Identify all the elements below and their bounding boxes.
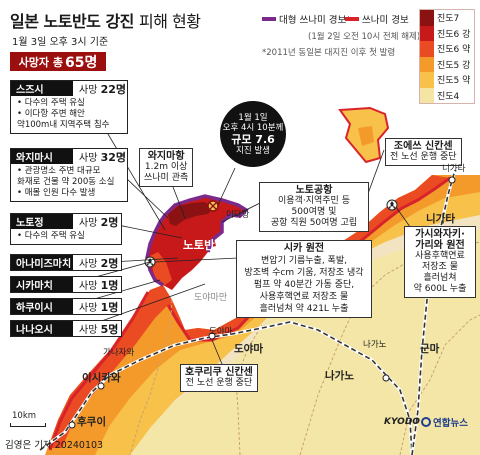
- town-nanao: 나나오시 사망 5명: [10, 320, 122, 337]
- town-detail: • 다수의 주택 유실: [17, 231, 85, 241]
- town-detail: • 매몰 인원 다수 발생: [17, 188, 96, 198]
- town-detail: • 이다항 주변 해안: [17, 109, 85, 119]
- label-niigata-city: 니가타: [442, 164, 466, 174]
- legend-note-lifted: (1월 2일 오전 10시 전체 해제): [308, 32, 421, 42]
- label-gunma: 군마: [420, 343, 440, 355]
- town-detail: 화재로 건물 약 200동 소실: [17, 177, 115, 187]
- town-wajima: 와지마시 사망 32명 • 관광명소 주변 대규모 화재로 건물 약 200동 소…: [10, 148, 128, 202]
- intensity-row: 진도5 약: [420, 72, 474, 88]
- label-nagano-pref: 나가노: [325, 370, 354, 382]
- callout-kashiwazaki-plant: 가시와자키· 가리와 원전 사용후핵연료 저장조 물 흘러넘쳐 약 600L 누…: [404, 226, 476, 298]
- town-suzu: 스즈시 사망 22명 • 다수의 주택 유실 • 이다항 주변 해안 약100m내…: [10, 80, 128, 134]
- callout-joetsu-shinkansen: 조에쓰 신칸센 전 노선 운행 중단: [385, 138, 462, 166]
- legend-tsunami-warning: 쓰나미 경보: [345, 12, 409, 26]
- credit-line: 김영은 기자 20240103: [5, 440, 104, 451]
- label-niigata-pref: 니가타: [426, 213, 455, 225]
- scale-label: 10km: [12, 411, 37, 421]
- callout-title: 호쿠리쿠 신칸센: [185, 367, 253, 378]
- town-deaths: 22명: [100, 82, 127, 96]
- callout-title: 조에쓰 신칸센: [393, 141, 453, 152]
- label-toyama-pref: 도야마: [234, 343, 263, 355]
- legend-tsunami-major: 대형 쓰나미 경보*: [262, 12, 351, 26]
- earthquake-badge: 1월 1일 오후 4시 10분께 규모 7.6 지진 발생: [220, 101, 286, 167]
- legend-tsunami-warning-label: 쓰나미 경보: [362, 15, 409, 26]
- label-noto-peninsula: 노토반도: [183, 238, 226, 252]
- intensity-legend: 진도7 진도6 강 진도6 약 진도5 강 진도5 약 진도4: [419, 9, 475, 104]
- callout-title: 노토공항: [295, 185, 333, 196]
- intensity-row: 진도4: [420, 87, 474, 103]
- town-name: 아나미즈마치: [11, 255, 73, 270]
- callout-title: 시카 원전: [283, 243, 325, 254]
- intensity-band-5strong: [45, 175, 480, 455]
- quake-magnitude: 규모 7.6: [231, 132, 275, 146]
- page-title: 일본 노토반도 강진 피해 현황: [10, 8, 201, 32]
- yonhap-logo: 연합뉴스: [421, 415, 468, 429]
- town-deaths: 1명: [100, 278, 119, 292]
- label-kanazawa: 가나자와: [103, 348, 135, 358]
- legend-tsunami-major-label: 대형 쓰나미 경보*: [279, 15, 351, 26]
- label-toyama-bay: 도야마만: [194, 293, 228, 303]
- town-detail: 약100m내 지역주택 침수: [17, 120, 110, 130]
- town-name: 스즈시: [11, 81, 73, 96]
- intensity-band-4: [120, 230, 480, 455]
- town-name: 하쿠이시: [11, 299, 73, 314]
- town-detail: • 다수의 주택 유실: [17, 98, 85, 108]
- label-fukui: 후쿠이: [77, 416, 106, 428]
- label-ishikawa: 이시카와: [82, 372, 121, 384]
- town-name: 시카마치: [11, 277, 73, 292]
- callout-title: 가시와자키·: [415, 229, 465, 240]
- label-ida-port: 이다항: [226, 210, 250, 220]
- town-name: 노토정: [11, 214, 73, 229]
- label-nagano-city: 나가노: [363, 340, 387, 350]
- intensity-row: 진도6 약: [420, 41, 474, 57]
- town-deaths: 2명: [100, 215, 119, 229]
- callout-noto-airport: 노토공항 이용객·지역주민 등 500여명 및 공항 직원 50여명 고립: [259, 182, 369, 232]
- intensity-row: 진도7: [420, 10, 474, 26]
- callout-title: 와지마항: [147, 151, 185, 162]
- nuclear-icon-kashiwazaki: [386, 199, 398, 211]
- town-noto: 노토정 사망 2명 • 다수의 주택 유실: [10, 213, 122, 245]
- legend-footnote: *2011년 동일본 대지진 이후 첫 발령: [262, 48, 396, 58]
- town-deaths: 2명: [100, 256, 119, 270]
- town-deaths: 1명: [100, 300, 119, 314]
- callout-hokuriku-shinkansen: 호쿠리쿠 신칸센 전 노선 운행 중단: [180, 364, 258, 392]
- callout-wajima-port: 와지마항 1.2m 이상 쓰나미 관측: [139, 148, 194, 187]
- intensity-row: 진도6 강: [420, 25, 474, 41]
- town-anamizu: 아나미즈마치 사망 2명: [10, 254, 122, 271]
- label-toyama-city: 도야마: [209, 327, 233, 337]
- town-deaths: 5명: [100, 322, 119, 336]
- quake-date: 1월 1일: [238, 112, 268, 123]
- death-total-label: 사망자 총: [18, 55, 63, 69]
- title-main: 일본 노토반도 강진: [10, 12, 134, 31]
- noto-peninsula-7: [168, 202, 214, 226]
- tsunami-major-swatch: [262, 17, 276, 21]
- death-total-badge: 사망자 총 65명: [10, 52, 106, 71]
- subtitle: 1월 3일 오후 3시 기준: [12, 37, 109, 48]
- kyodo-logo: KYODO: [384, 417, 420, 427]
- town-name: 나나오시: [11, 321, 73, 336]
- town-name: 와지마시: [11, 149, 73, 164]
- intensity-row: 진도5 강: [420, 56, 474, 72]
- tsunami-warning-swatch: [345, 17, 359, 21]
- death-total-value: 65명: [64, 54, 98, 71]
- quake-time: 오후 4시 10분께: [222, 122, 284, 133]
- title-suffix: 피해 현황: [138, 12, 201, 31]
- town-shika: 시카마치 사망 1명: [10, 276, 122, 293]
- town-detail: • 관광명소 주변 대규모: [17, 166, 101, 176]
- town-hakui: 하쿠이시 사망 1명: [10, 298, 122, 315]
- callout-title-2: 가리와 원전: [415, 240, 465, 251]
- scale-bar: 10km: [10, 411, 46, 427]
- quake-desc: 지진 발생: [236, 145, 270, 156]
- town-deaths: 32명: [100, 150, 127, 164]
- yonhap-icon: [421, 417, 431, 427]
- callout-shika-plant: 시카 원전 변압기 기름누출, 폭발, 방조벽 수cm 기움, 저장조 냉각 펌…: [236, 240, 372, 318]
